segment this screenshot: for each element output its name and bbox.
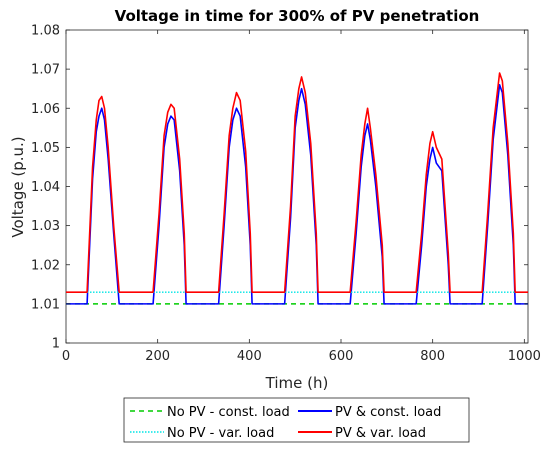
legend-label-pv-const-load: PV & const. load xyxy=(335,405,441,420)
y-tick-label: 1.01 xyxy=(31,297,60,312)
y-tick-label: 1.08 xyxy=(31,24,60,39)
x-tick-label: 1000 xyxy=(508,349,541,364)
y-tick-label: 1.02 xyxy=(31,258,60,273)
y-tick-label: 1 xyxy=(52,337,60,352)
x-tick-label: 0 xyxy=(62,349,70,364)
y-tick-label: 1.07 xyxy=(31,63,60,78)
legend-label-no-pv-var-load: No PV - var. load xyxy=(167,426,274,441)
tick-layer: 0 200 400 600 800 1000 1 1.01 1.02 1.03 1.04 1.05 1.… xyxy=(31,24,541,365)
series-layer xyxy=(66,72,528,305)
legend-label-no-pv-const-load: No PV - const. load xyxy=(167,405,290,420)
x-tick-label: 800 xyxy=(420,349,445,364)
legend-box xyxy=(123,397,470,443)
plot-frame xyxy=(65,29,529,344)
y-tick-label: 1.04 xyxy=(31,180,60,195)
x-tick-label: 200 xyxy=(145,349,170,364)
legend-label-pv-var-load: PV & var. load xyxy=(335,426,426,441)
plot-area: 0 200 400 600 800 1000 1 1.01 1.02 1.03 1.04 1.05 1.… xyxy=(31,24,541,365)
x-tick-label: 600 xyxy=(329,349,354,364)
y-tick-label: 1.06 xyxy=(31,102,60,117)
chart-title: Voltage in time for 300% of PV penetrati… xyxy=(115,7,480,25)
y-tick-label: 1.05 xyxy=(31,141,60,156)
x-axis-label: Time (h) xyxy=(265,374,329,392)
series-line-pv-var-load xyxy=(66,72,528,293)
y-axis-label: Voltage (p.u.) xyxy=(9,136,27,237)
x-tick-label: 400 xyxy=(237,349,262,364)
legend: No PV - const. load PV & const. load No PV… xyxy=(123,397,470,443)
y-tick-label: 1.03 xyxy=(31,219,60,234)
